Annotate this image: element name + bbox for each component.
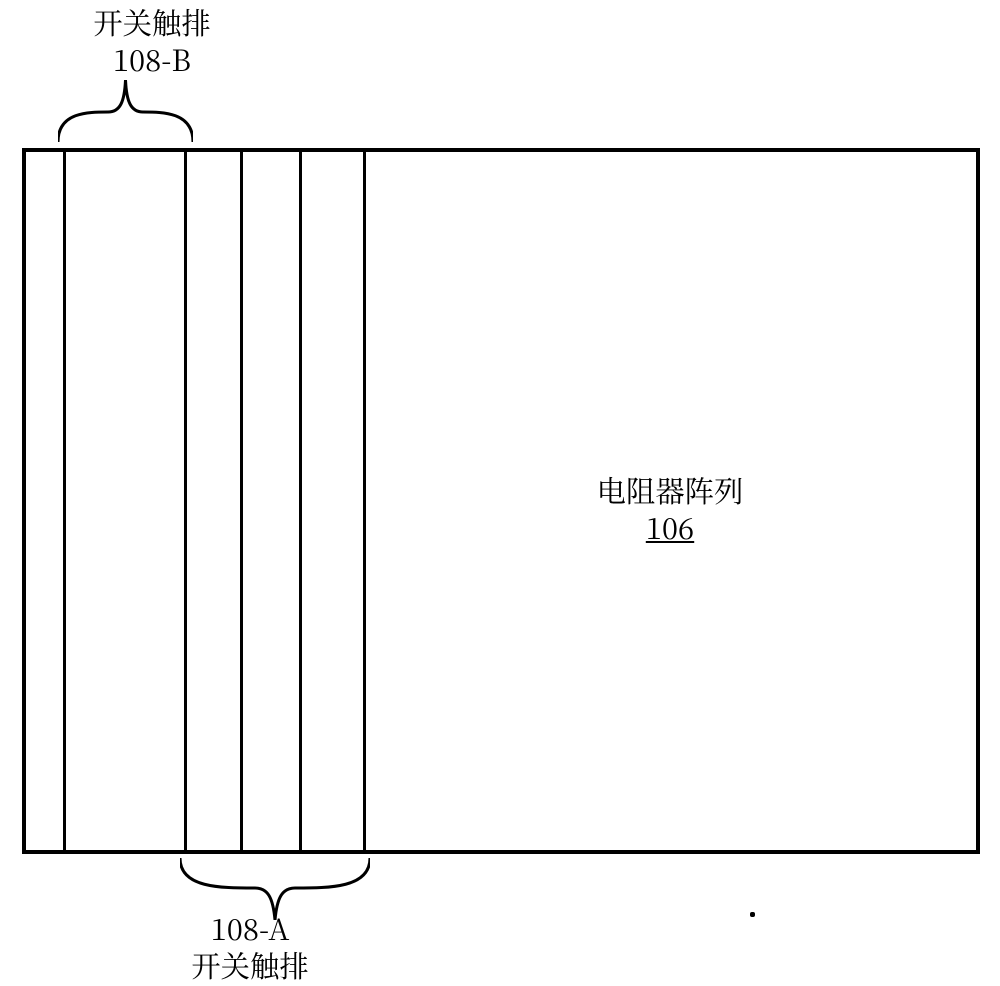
vline-1 [63, 150, 66, 852]
diagram-canvas: 开关触排 108-B 电阻器阵列 106 108-A 开关触排 [0, 0, 1000, 976]
label-bottom-cn: 开关触排 [180, 947, 320, 984]
vline-3 [240, 150, 243, 852]
label-top-switch-bank: 开关触排 108-B [82, 4, 222, 77]
label-array-cn: 电阻器阵列 [560, 472, 780, 509]
brace-top [58, 80, 193, 142]
label-bottom-num: 108-A [180, 910, 320, 947]
label-array-num: 106 [560, 509, 780, 546]
label-bottom-switch-bank: 108-A 开关触排 [180, 910, 320, 983]
label-top-cn: 开关触排 [82, 4, 222, 41]
vline-5 [363, 150, 366, 852]
vline-4 [299, 150, 302, 852]
stray-dot [750, 912, 755, 917]
label-resistor-array: 电阻器阵列 106 [560, 472, 780, 545]
vline-2 [184, 150, 187, 852]
resistor-array-rect [22, 148, 980, 854]
label-top-num: 108-B [82, 41, 222, 78]
